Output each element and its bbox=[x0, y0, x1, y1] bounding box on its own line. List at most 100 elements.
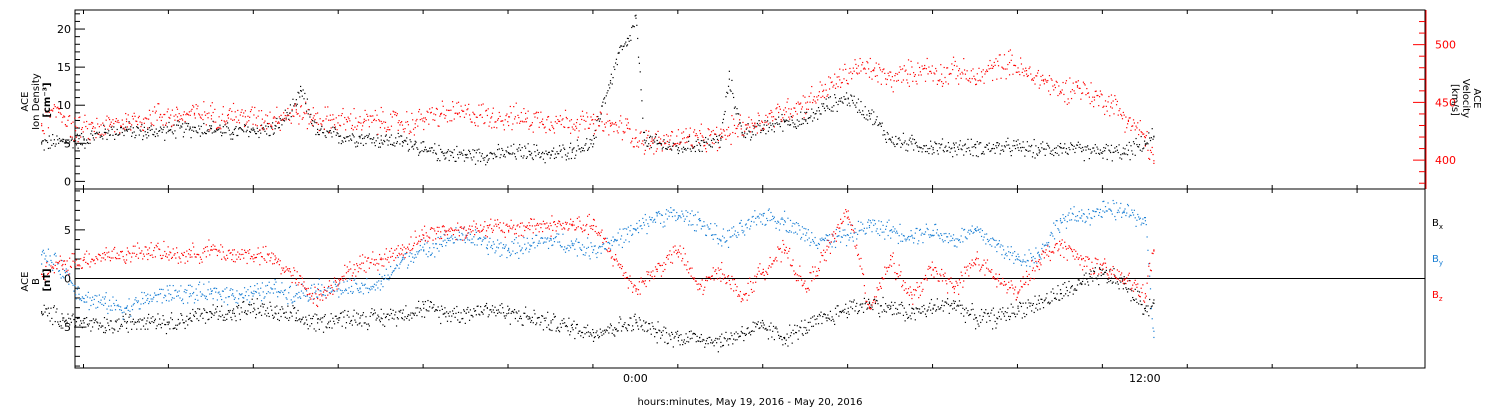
data-point bbox=[821, 103, 823, 105]
data-point bbox=[784, 120, 787, 122]
data-point bbox=[594, 129, 596, 132]
data-point bbox=[1035, 307, 1037, 309]
data-point bbox=[158, 293, 160, 296]
data-point bbox=[755, 323, 758, 325]
data-point bbox=[268, 315, 270, 318]
data-point bbox=[344, 116, 346, 119]
data-point bbox=[1093, 270, 1095, 272]
data-point bbox=[985, 309, 987, 311]
data-point bbox=[603, 98, 605, 100]
data-point bbox=[42, 130, 44, 132]
data-point bbox=[58, 111, 60, 113]
data-point bbox=[125, 322, 128, 324]
data-point bbox=[80, 132, 83, 135]
data-point bbox=[508, 249, 510, 251]
data-point bbox=[364, 283, 366, 285]
data-point bbox=[148, 109, 151, 111]
data-point bbox=[429, 254, 432, 256]
data-point bbox=[452, 106, 455, 108]
data-point bbox=[412, 313, 415, 315]
data-point bbox=[429, 150, 432, 152]
data-point bbox=[545, 150, 547, 152]
data-point bbox=[1103, 273, 1105, 275]
data-point bbox=[557, 118, 559, 121]
data-point bbox=[996, 317, 998, 319]
data-point bbox=[169, 328, 171, 330]
data-point bbox=[974, 144, 976, 146]
data-point bbox=[326, 115, 328, 117]
data-point bbox=[78, 317, 80, 319]
data-point bbox=[613, 66, 615, 68]
data-point bbox=[972, 68, 974, 70]
data-point bbox=[586, 324, 589, 326]
data-point bbox=[779, 125, 781, 128]
data-point bbox=[529, 150, 531, 153]
data-point bbox=[676, 330, 679, 332]
data-point bbox=[670, 338, 672, 341]
data-point bbox=[745, 333, 747, 335]
data-point bbox=[606, 92, 608, 94]
data-point bbox=[1109, 269, 1111, 271]
data-point bbox=[391, 317, 393, 319]
data-point bbox=[470, 314, 472, 316]
data-point bbox=[626, 124, 628, 126]
data-point bbox=[481, 311, 483, 314]
data-point bbox=[622, 45, 624, 48]
data-point bbox=[140, 328, 142, 330]
data-point bbox=[924, 64, 926, 67]
data-point bbox=[271, 314, 274, 316]
data-point bbox=[892, 304, 894, 306]
data-point bbox=[623, 323, 625, 326]
data-point bbox=[438, 316, 440, 318]
data-point bbox=[317, 283, 320, 285]
data-point bbox=[434, 143, 436, 145]
data-point bbox=[430, 301, 432, 303]
data-point bbox=[286, 298, 288, 300]
data-point bbox=[1117, 114, 1119, 116]
data-point bbox=[497, 143, 500, 146]
data-point bbox=[619, 120, 621, 122]
data-point bbox=[939, 147, 941, 149]
data-point bbox=[1132, 296, 1134, 299]
data-point bbox=[1042, 141, 1044, 143]
data-point bbox=[324, 314, 326, 316]
data-point bbox=[303, 111, 305, 114]
data-point bbox=[119, 328, 121, 330]
data-point bbox=[260, 300, 263, 302]
data-point bbox=[260, 124, 262, 127]
data-point bbox=[93, 139, 95, 141]
data-point bbox=[737, 136, 739, 138]
data-point bbox=[759, 125, 761, 127]
data-point bbox=[314, 121, 316, 124]
data-point bbox=[752, 134, 754, 136]
data-point bbox=[63, 277, 65, 279]
data-point bbox=[705, 340, 708, 342]
data-point bbox=[1070, 286, 1073, 288]
data-point bbox=[597, 118, 599, 121]
data-point bbox=[1124, 282, 1126, 284]
data-point bbox=[331, 136, 333, 138]
data-point bbox=[1115, 104, 1118, 106]
data-point bbox=[196, 294, 198, 296]
data-point bbox=[162, 124, 164, 126]
data-point bbox=[711, 342, 713, 344]
data-point bbox=[329, 129, 331, 132]
data-point bbox=[242, 296, 244, 299]
data-point bbox=[211, 313, 213, 315]
data-point bbox=[65, 319, 67, 321]
data-point bbox=[58, 270, 60, 272]
data-point bbox=[1081, 283, 1083, 286]
data-point bbox=[316, 296, 318, 298]
data-point bbox=[930, 72, 933, 74]
data-point bbox=[134, 321, 136, 323]
data-point bbox=[170, 299, 173, 301]
data-point bbox=[153, 296, 155, 298]
data-point bbox=[104, 327, 106, 329]
data-point bbox=[246, 121, 248, 123]
data-point bbox=[1123, 210, 1125, 212]
data-point bbox=[1139, 300, 1141, 302]
data-point bbox=[292, 301, 294, 303]
data-point bbox=[66, 271, 68, 273]
data-point bbox=[1135, 125, 1137, 127]
data-point bbox=[485, 110, 487, 112]
